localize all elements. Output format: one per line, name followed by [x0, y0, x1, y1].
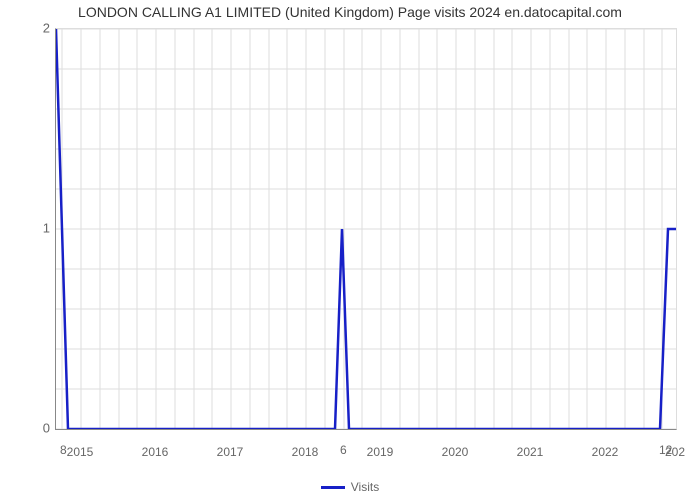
chart-container: LONDON CALLING A1 LIMITED (United Kingdo…: [0, 0, 700, 500]
series-line: [56, 29, 676, 429]
y-tick-1: 1: [10, 221, 50, 236]
legend-label: Visits: [351, 480, 379, 494]
point-label: 6: [340, 443, 347, 457]
legend-swatch: [321, 486, 345, 489]
x-tick: 2018: [292, 445, 319, 459]
x-tick: 2017: [217, 445, 244, 459]
chart-title: LONDON CALLING A1 LIMITED (United Kingdo…: [0, 4, 700, 20]
x-tick: 2016: [142, 445, 169, 459]
x-tick: 202: [665, 445, 685, 459]
y-tick-2: 2: [10, 21, 50, 36]
x-tick: 2020: [442, 445, 469, 459]
x-tick: 2019: [367, 445, 394, 459]
x-tick: 2021: [517, 445, 544, 459]
plot-area: 8612: [55, 28, 677, 430]
x-tick: 2015: [67, 445, 94, 459]
x-tick: 2022: [592, 445, 619, 459]
legend: Visits: [0, 480, 700, 494]
y-tick-0: 0: [10, 421, 50, 436]
line-layer: [56, 29, 676, 429]
